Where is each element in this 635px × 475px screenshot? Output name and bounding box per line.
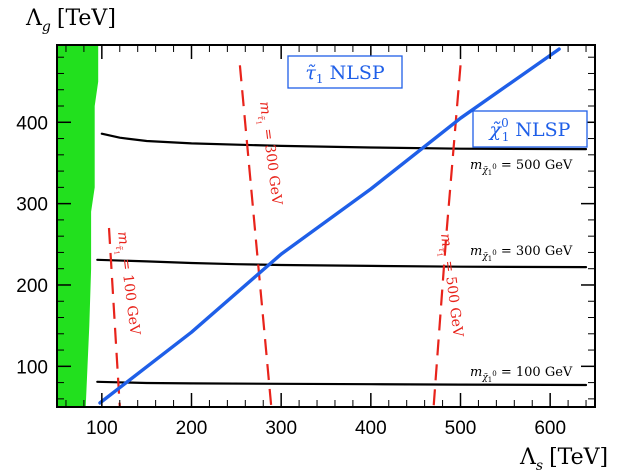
x-axis-title: Λs [TeV] bbox=[519, 445, 608, 474]
stau-100-label: mτ̃1 = 100 GeV bbox=[110, 231, 143, 338]
series-line-2-m-1-500-gev bbox=[100, 132, 588, 151]
x-tick-label: 400 bbox=[355, 418, 387, 439]
neutralino-300-label: mχ̃10 = 300 GeV bbox=[470, 244, 573, 263]
stau-nlsp-box bbox=[287, 55, 403, 89]
series-line-4-m-1-300-gev bbox=[238, 65, 273, 407]
series-line-0-m-1-100-gev bbox=[96, 380, 588, 387]
curves-layer bbox=[96, 47, 588, 407]
y-tick-label: 200 bbox=[16, 276, 48, 297]
x-tick-label: 600 bbox=[534, 418, 566, 439]
neutralino-nlsp-box bbox=[472, 110, 588, 148]
y-tick-label: 100 bbox=[16, 357, 48, 378]
x-tick-label: 200 bbox=[176, 418, 208, 439]
excluded-region-layer bbox=[57, 45, 99, 407]
x-tick-label: 300 bbox=[265, 418, 297, 439]
neutralino-500-label: mχ̃10 = 500 GeV bbox=[470, 158, 573, 177]
svg-text:mτ̃1 = 500 GeV: mτ̃1 = 500 GeV bbox=[433, 233, 466, 340]
x-tick-label: 500 bbox=[445, 418, 477, 439]
x-tick-label: 100 bbox=[86, 418, 118, 439]
series-line-6-nlsp-boundary bbox=[98, 47, 561, 405]
stau-300-label: mτ̃1 = 300 GeV bbox=[252, 101, 285, 208]
svg-text:mτ̃1 = 300 GeV: mτ̃1 = 300 GeV bbox=[252, 101, 285, 208]
y-axis-title: Λg [TeV] bbox=[25, 6, 116, 35]
y-tick-label: 400 bbox=[16, 113, 48, 134]
y-tick-label: 300 bbox=[16, 195, 48, 216]
plot-frame bbox=[56, 44, 596, 408]
stau-nlsp-label: τ̃1 NLSP bbox=[305, 62, 384, 86]
series-line-3-m-1-100-gev bbox=[107, 227, 121, 407]
neutralino-nlsp-label: χ̃0 1 NLSP bbox=[488, 116, 571, 144]
series-line-1-m-1-300-gev bbox=[96, 258, 588, 269]
svg-text:mτ̃1 = 100 GeV: mτ̃1 = 100 GeV bbox=[110, 231, 143, 338]
axis-ticks: 100 200 300 400 500 600 100 200 300 400 bbox=[16, 45, 595, 439]
neutralino-100-label: mχ̃10 = 100 GeV bbox=[470, 365, 573, 384]
stau-500-label: mτ̃1 = 500 GeV bbox=[433, 233, 466, 340]
excluded-region bbox=[57, 45, 99, 407]
